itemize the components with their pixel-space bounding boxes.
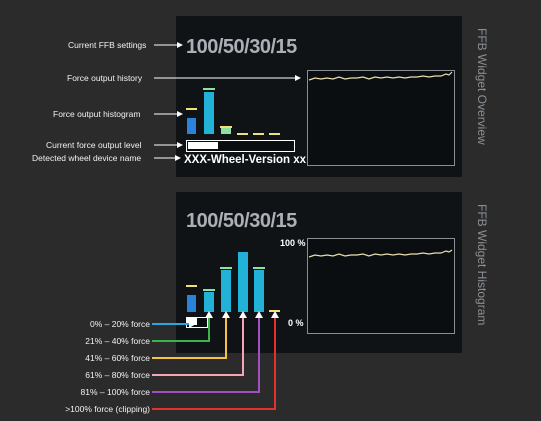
callout-ffb-settings: Current FFB settings [68,40,147,50]
callout-force-level: Current force output level [46,140,142,150]
legend-81-100: 81% – 100% force [80,387,150,397]
legend-connectors [152,316,276,410]
histogram-peak [237,133,248,135]
histogram-bar [254,270,264,312]
histogram-bar [221,270,231,312]
histogram-bar [204,92,214,134]
histogram-peak [269,310,280,312]
percent-bottom: 0 % [288,318,304,328]
legend-arrowheads [189,311,279,328]
force-level-fill [188,142,218,149]
histogram-peak [186,108,197,110]
histogram-bar [187,118,196,134]
history-line-bottom [308,249,453,258]
connector-21-40 [152,316,210,342]
histogram-peak [269,133,280,135]
histogram-ffb-settings: 100/50/30/15 [186,210,297,232]
connector-clipping [152,316,276,410]
legend-21-40: 21% – 40% force [85,336,150,346]
legend-41-60: 41% – 60% force [85,353,150,363]
device-name: XXX-Wheel-Version xx [184,154,307,166]
history-line-top [308,71,453,81]
histogram-bar [238,252,248,312]
force-level-fill [187,318,197,325]
force-level-bar [186,317,208,328]
callout-force-histogram: Force output histogram [53,109,141,119]
callout-device-name: Detected wheel device name [32,153,142,163]
connector-61-80 [152,316,244,376]
connector-41-60 [152,316,227,359]
current-ffb-settings: 100/50/30/15 [186,36,297,58]
force-history-graph [307,70,455,166]
histogram-peak [253,133,264,135]
callout-force-history: Force output history [67,73,143,83]
histogram-peak [220,126,232,128]
histogram-bar [221,128,231,134]
histogram-bar [187,295,196,312]
legend-61-80: 61% – 80% force [85,370,150,380]
histogram-peak [253,267,265,269]
histogram-peak [203,289,215,291]
histogram-peak [203,88,215,90]
histogram-bar [204,292,214,312]
legend-0-20: 0% – 20% force [89,319,150,329]
connector-81-100 [152,316,260,393]
callout-arrows [154,42,301,161]
percent-top: 100 % [280,238,306,248]
histogram-peak [220,267,232,269]
legend-clipping: >100% force (clipping) [65,404,150,414]
histogram-peak [186,285,197,287]
